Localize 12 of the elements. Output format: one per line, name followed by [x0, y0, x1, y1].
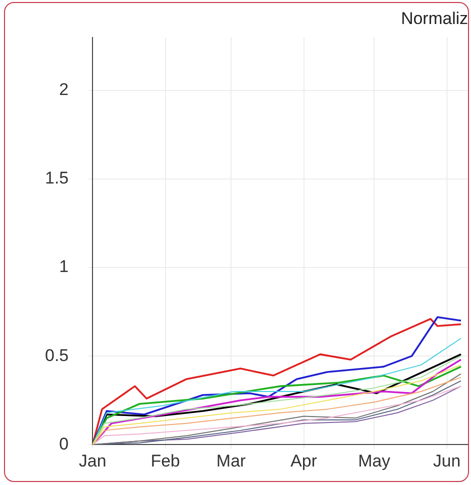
y-tick-label: 2	[59, 80, 69, 100]
x-tick-label: Mar	[216, 451, 246, 470]
y-tick-label: 0.5	[44, 346, 69, 365]
x-tick-label: May	[358, 451, 391, 470]
x-tick-label: Jun	[433, 451, 461, 470]
y-tick-label: 1.5	[44, 168, 69, 188]
x-tick-label: Apr	[290, 451, 318, 470]
y-tick-label: 1	[59, 257, 69, 276]
chart-title: Normaliz	[400, 8, 468, 28]
y-tick-label: 0	[59, 434, 69, 454]
x-tick-label: Feb	[150, 451, 180, 470]
x-tick-label: Jan	[78, 451, 106, 470]
